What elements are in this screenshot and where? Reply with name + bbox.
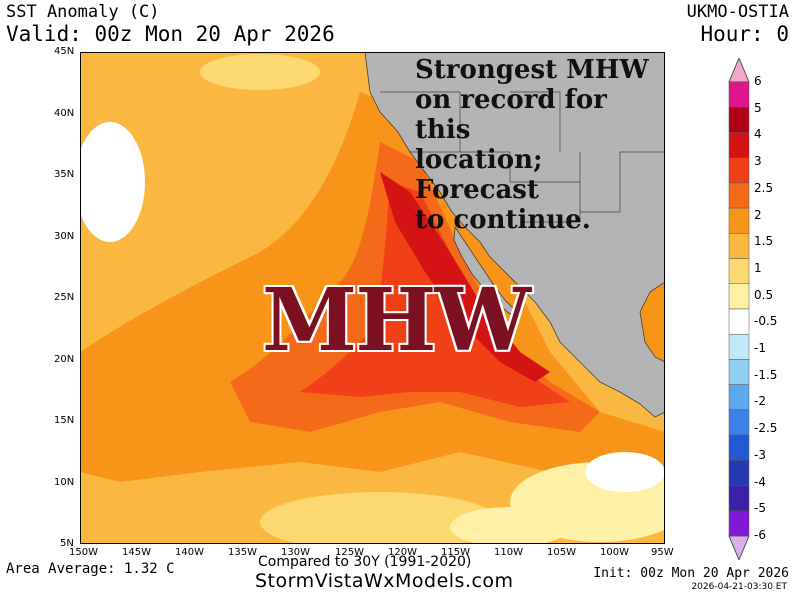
lon-label: 100W	[600, 547, 629, 558]
sst-anomaly-map	[80, 52, 665, 544]
cool-patch-e	[450, 507, 570, 544]
lon-label: 105W	[547, 547, 576, 558]
lat-label: 45N	[54, 46, 75, 57]
colorbar-tick-label: -2	[754, 394, 766, 409]
cool-patch-nw	[80, 122, 145, 242]
colorbar-tick-label: 3	[754, 154, 762, 169]
colorbar-box	[728, 485, 750, 512]
colorbar-tick-label: 2	[754, 207, 762, 222]
colorbar-tick-label: 0.5	[754, 287, 774, 302]
lon-label: 125W	[335, 547, 364, 558]
colorbar-tick-label: -6	[754, 528, 766, 542]
colorbar-box	[728, 460, 750, 486]
brand-url: StormVistaWxModels.com	[255, 570, 514, 592]
lat-label: 30N	[54, 231, 75, 242]
lat-label: 25N	[54, 292, 75, 303]
colorbar-box	[728, 132, 750, 158]
chart-title: SST Anomaly (C)	[6, 2, 160, 22]
climatology-note: Compared to 30Y (1991-2020)	[258, 554, 472, 570]
colorbar-tick-label: -5	[754, 501, 766, 516]
lon-label: 130W	[281, 547, 310, 558]
coastal-extreme	[380, 172, 550, 382]
lon-label: 150W	[69, 547, 98, 558]
lon-label: 145W	[122, 547, 151, 558]
lon-label: 115W	[441, 547, 470, 558]
colorbar-max-arrow	[728, 58, 750, 83]
cool-patch-sw	[260, 492, 500, 544]
state-borders	[380, 91, 665, 223]
colorbar-tick-label: -1.5	[754, 367, 778, 382]
colorbar-box	[728, 409, 750, 436]
lat-label: 35N	[54, 169, 75, 180]
data-source: UKMO-OSTIA	[686, 2, 789, 22]
lat-label: 5N	[60, 538, 74, 549]
colorbar-box	[728, 359, 750, 385]
colorbar-box	[728, 182, 750, 209]
colorbar-tick-label: -1	[754, 341, 766, 356]
colorbar-box	[728, 233, 750, 259]
colorbar-tick-label: 4	[754, 127, 762, 142]
cool-patch-n	[200, 54, 320, 90]
colorbar-tick-label: 1	[754, 260, 762, 275]
colorbar-min-arrow	[728, 535, 750, 560]
colorbar-tick-label: -0.5	[754, 314, 778, 329]
colorbar-box	[728, 384, 750, 411]
annotation-line-3: location; Forecast	[415, 145, 543, 205]
colorbar-tick-label: -2.5	[754, 421, 778, 436]
colorbar-tick-label: 6	[754, 74, 762, 88]
colorbar-box	[728, 258, 750, 285]
lon-label: 110W	[494, 547, 523, 558]
lat-label: 15N	[54, 415, 75, 426]
north-america-land	[364, 52, 665, 418]
lon-label: 95W	[651, 547, 674, 558]
colorbar	[728, 58, 750, 560]
colorbar-box	[728, 81, 750, 108]
init-time: Init: 00z Mon 20 Apr 2026	[593, 566, 789, 581]
mhw-annotation: Strongest MHW on record for this locatio…	[415, 55, 665, 235]
colorbar-box	[728, 333, 750, 360]
mhw-overlay-label: MHW	[262, 270, 531, 371]
annotation-line-1: Strongest MHW	[415, 55, 649, 85]
colorbar-box	[728, 510, 750, 537]
gulf-coast	[639, 281, 665, 363]
colorbar-tick-label: -4	[754, 474, 766, 489]
colorbar-box	[728, 106, 750, 133]
colorbar-box	[728, 207, 750, 234]
lat-label: 10N	[54, 477, 75, 488]
map-frame	[80, 52, 665, 544]
lat-label: 40N	[54, 108, 75, 119]
baja-peninsula	[453, 225, 516, 315]
annotation-line-4: to continue.	[415, 205, 591, 235]
colorbar-box	[728, 157, 750, 184]
colorbar-box	[728, 308, 750, 335]
generated-timestamp: 2026-04-21-03:30 ET	[691, 582, 787, 592]
lon-label: 135W	[228, 547, 257, 558]
colorbar-box	[728, 283, 750, 310]
area-average: Area Average: 1.32 C	[6, 561, 175, 577]
colorbar-box	[728, 434, 750, 461]
white-patch-se	[585, 452, 665, 492]
lon-label: 140W	[175, 547, 204, 558]
lat-label: 20N	[54, 354, 75, 365]
lon-label: 120W	[388, 547, 417, 558]
annotation-line-2: on record for this	[415, 85, 607, 145]
colorbar-tick-label: 5	[754, 100, 762, 115]
colorbar-tick-label: 2.5	[754, 180, 774, 195]
valid-time: Valid: 00z Mon 20 Apr 2026	[6, 22, 335, 46]
colorbar-tick-label: 1.5	[754, 234, 774, 249]
colorbar-tick-label: -3	[754, 447, 766, 462]
forecast-hour: Hour: 0	[700, 22, 789, 46]
